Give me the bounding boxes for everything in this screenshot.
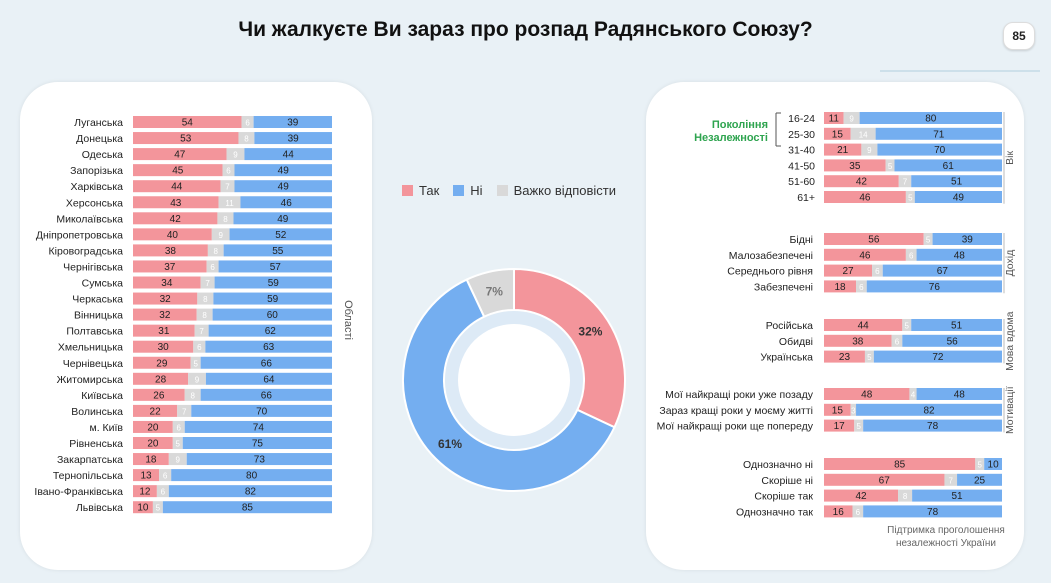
legend-swatch-no: [453, 185, 465, 196]
page-title: Чи жалкуєте Ви зараз про розпад Радянськ…: [238, 18, 813, 41]
page-number-badge: 85: [1003, 22, 1035, 50]
legend-label-yes: Так: [419, 183, 440, 198]
legend-label-no: Ні: [470, 183, 483, 198]
donut-slice-label: 7%: [486, 285, 504, 299]
chart-legend: Так Ні Важко відповісти: [402, 183, 616, 198]
legend-item-yes: Так: [402, 183, 439, 198]
donut-slice-label: 32%: [578, 325, 602, 339]
demographics-panel: [646, 82, 1024, 570]
donut-hole: [458, 324, 570, 436]
donut-slice: [402, 278, 616, 492]
donut-slice: [513, 267, 626, 429]
legend-label-hard: Важко відповісти: [513, 183, 616, 198]
legend-swatch-hard: [496, 185, 508, 196]
donut-inner-ring: [445, 311, 583, 449]
regions-panel: [20, 82, 372, 570]
legend-item-no: Ні: [453, 183, 483, 198]
decorative-line: [880, 70, 1040, 72]
legend-swatch-yes: [402, 185, 413, 196]
legend-item-hard: Важко відповісти: [496, 183, 616, 198]
donut-slice: [465, 267, 515, 318]
donut-slice-label: 61%: [438, 437, 462, 451]
